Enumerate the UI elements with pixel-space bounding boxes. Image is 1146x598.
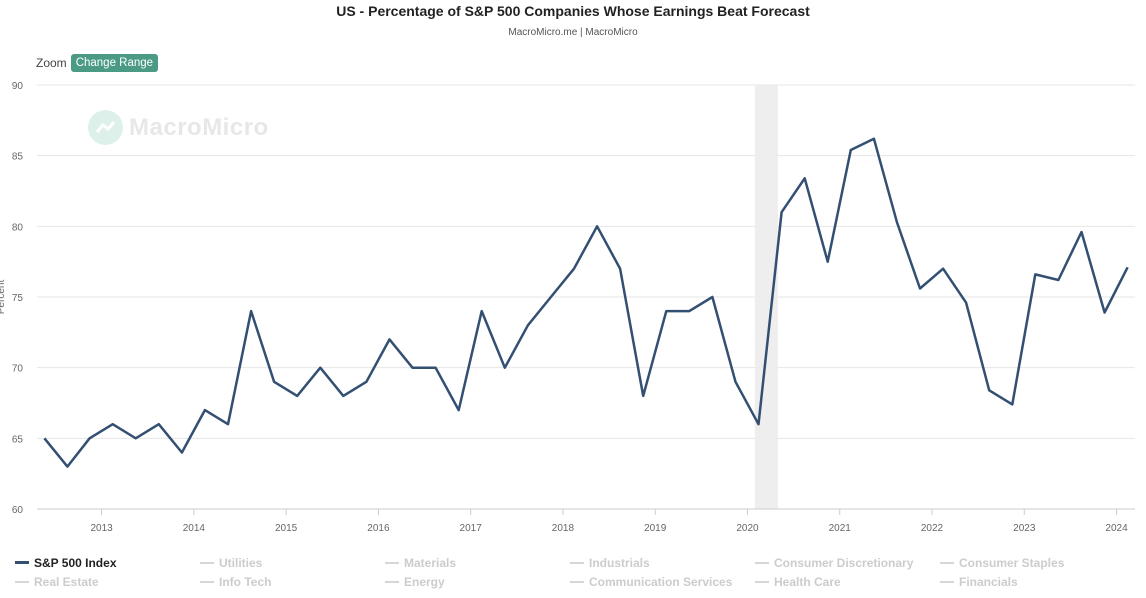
chart-title: US - Percentage of S&P 500 Companies Who… <box>336 3 810 19</box>
legend-item[interactable]: Health Care <box>755 575 940 589</box>
chart-subtitle: MacroMicro.me | MacroMicro <box>508 27 638 38</box>
x-tick-label: 2024 <box>1105 523 1128 534</box>
x-tick-label: 2015 <box>275 523 298 534</box>
legend-label: Real Estate <box>34 574 99 589</box>
x-tick-label: 2023 <box>1013 523 1036 534</box>
legend-item[interactable]: Info Tech <box>200 575 385 589</box>
legend-label: Health Care <box>774 574 841 589</box>
legend-item[interactable]: Materials <box>385 556 570 570</box>
x-tick-label: 2017 <box>460 523 483 534</box>
recession-band <box>754 85 778 509</box>
legend-label: Financials <box>959 574 1018 589</box>
x-tick-label: 2018 <box>552 523 575 534</box>
zoom-label: Zoom <box>36 56 67 70</box>
legend-label: Materials <box>404 555 457 570</box>
legend-label: Communication Services <box>589 574 733 589</box>
y-tick-label: 80 <box>12 222 24 233</box>
chart-legend: S&P 500 Index Utilities Materials Industria… <box>15 553 1140 591</box>
recession-shade <box>754 85 778 509</box>
macromicro-watermark: MacroMicro <box>88 110 269 145</box>
watermark-text: MacroMicro <box>129 113 269 141</box>
x-tick-label: 2014 <box>183 523 206 534</box>
y-axis-title: Percent <box>0 280 7 315</box>
line-chart: 60 65 70 75 80 85 90 2013 2014 2015 2016 2017 2018 20… <box>0 81 1135 534</box>
zoom-toolbar: Zoom Change Range <box>36 54 159 72</box>
series-layer <box>43 137 1129 468</box>
legend-label: Energy <box>404 574 445 589</box>
change-range-button[interactable]: Change Range <box>70 54 159 72</box>
x-tick-label: 2016 <box>367 523 390 534</box>
legend-swatch <box>15 580 29 583</box>
axes: 60 65 70 75 80 85 90 2013 2014 2015 2016 2017 2018 20… <box>0 81 1135 534</box>
legend-label: Utilities <box>219 555 263 570</box>
x-tick-label: 2020 <box>736 523 759 534</box>
macromicro-logo-icon <box>88 110 123 145</box>
grid-lines <box>37 84 1135 510</box>
legend-item[interactable]: Consumer Discretionary <box>755 556 940 570</box>
legend-item[interactable]: Communication Services <box>570 575 755 589</box>
legend-item[interactable]: Real Estate <box>15 575 200 589</box>
legend-swatch <box>940 561 954 564</box>
legend-item[interactable]: Utilities <box>200 556 385 570</box>
y-tick-label: 75 <box>12 293 24 304</box>
y-tick-label: 60 <box>12 505 24 516</box>
legend-row: Real Estate Info Tech Energy Communication … <box>15 572 1140 591</box>
legend-item[interactable]: Consumer Staples <box>940 556 1125 570</box>
x-tick-label: 2021 <box>829 523 852 534</box>
legend-swatch <box>200 580 214 583</box>
legend-swatch <box>570 580 584 583</box>
legend-swatch <box>755 561 769 564</box>
legend-item[interactable]: S&P 500 Index <box>15 556 200 570</box>
legend-item[interactable]: Industrials <box>570 556 755 570</box>
legend-swatch <box>570 561 584 564</box>
legend-item[interactable]: Financials <box>940 575 1125 589</box>
x-tick-label: 2013 <box>90 523 113 534</box>
legend-label: S&P 500 Index <box>34 555 117 570</box>
y-tick-label: 85 <box>12 152 24 163</box>
legend-swatch <box>755 580 769 583</box>
legend-label: Info Tech <box>219 574 272 589</box>
legend-swatch <box>200 561 214 564</box>
legend-label: Consumer Staples <box>959 555 1065 570</box>
legend-row: S&P 500 Index Utilities Materials Industria… <box>15 553 1140 572</box>
y-tick-label: 70 <box>12 364 24 375</box>
legend-label: Consumer Discretionary <box>774 555 914 570</box>
series-line-sp500[interactable] <box>43 137 1129 468</box>
legend-item[interactable]: Energy <box>385 575 570 589</box>
legend-label: Industrials <box>589 555 650 570</box>
legend-swatch <box>385 561 399 564</box>
y-tick-label: 90 <box>12 81 24 92</box>
legend-swatch <box>15 561 29 564</box>
x-tick-label: 2022 <box>921 523 944 534</box>
legend-swatch <box>385 580 399 583</box>
x-tick-label: 2019 <box>644 523 667 534</box>
y-tick-label: 65 <box>12 434 24 445</box>
legend-swatch <box>940 580 954 583</box>
